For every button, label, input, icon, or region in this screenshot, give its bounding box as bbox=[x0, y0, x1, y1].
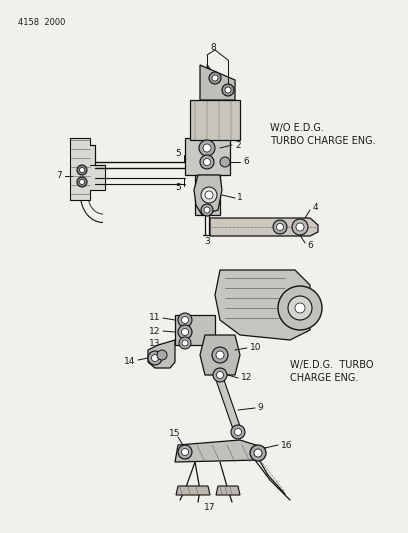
Polygon shape bbox=[176, 486, 210, 495]
Circle shape bbox=[203, 144, 211, 152]
Text: 6: 6 bbox=[307, 240, 313, 249]
Circle shape bbox=[178, 445, 192, 459]
Text: 5: 5 bbox=[175, 149, 181, 157]
Polygon shape bbox=[195, 175, 220, 215]
Text: W/O E.D.G.: W/O E.D.G. bbox=[270, 123, 324, 133]
Text: 4158  2000: 4158 2000 bbox=[18, 18, 65, 27]
Polygon shape bbox=[285, 300, 315, 318]
Circle shape bbox=[151, 354, 158, 361]
Polygon shape bbox=[215, 270, 310, 340]
Circle shape bbox=[220, 157, 230, 167]
Text: 3: 3 bbox=[204, 238, 210, 246]
Circle shape bbox=[201, 187, 217, 203]
Polygon shape bbox=[175, 440, 265, 462]
Circle shape bbox=[254, 449, 262, 457]
Text: 4: 4 bbox=[313, 204, 319, 213]
Text: 11: 11 bbox=[149, 313, 160, 322]
Circle shape bbox=[199, 140, 215, 156]
Circle shape bbox=[278, 286, 322, 330]
Polygon shape bbox=[216, 380, 242, 432]
Text: 12: 12 bbox=[241, 374, 253, 383]
Text: 8: 8 bbox=[210, 44, 216, 52]
Text: 6: 6 bbox=[243, 157, 249, 166]
Text: 2: 2 bbox=[235, 141, 241, 149]
Circle shape bbox=[209, 72, 221, 84]
Text: CHARGE ENG.: CHARGE ENG. bbox=[290, 373, 358, 383]
Text: 12: 12 bbox=[149, 327, 160, 335]
Circle shape bbox=[182, 340, 188, 346]
Circle shape bbox=[217, 372, 224, 378]
Circle shape bbox=[277, 223, 284, 230]
Polygon shape bbox=[70, 138, 105, 200]
Circle shape bbox=[250, 445, 266, 461]
Circle shape bbox=[295, 303, 305, 313]
Polygon shape bbox=[194, 175, 222, 215]
Text: 14: 14 bbox=[124, 358, 135, 367]
Circle shape bbox=[178, 313, 192, 327]
Circle shape bbox=[77, 165, 87, 175]
Text: 9: 9 bbox=[257, 403, 263, 413]
Circle shape bbox=[288, 296, 312, 320]
Text: W/E.D.G.  TURBO: W/E.D.G. TURBO bbox=[290, 360, 373, 370]
Text: 13: 13 bbox=[149, 338, 160, 348]
Polygon shape bbox=[216, 486, 240, 495]
Polygon shape bbox=[185, 138, 230, 175]
Text: 10: 10 bbox=[250, 343, 262, 352]
Polygon shape bbox=[190, 100, 240, 140]
Circle shape bbox=[201, 204, 213, 216]
Circle shape bbox=[273, 220, 287, 234]
Circle shape bbox=[222, 84, 234, 96]
Circle shape bbox=[231, 425, 245, 439]
Text: TURBO CHARGE ENG.: TURBO CHARGE ENG. bbox=[270, 136, 376, 146]
Text: 16: 16 bbox=[281, 440, 293, 449]
Text: 7: 7 bbox=[56, 172, 62, 181]
Polygon shape bbox=[200, 65, 235, 100]
Polygon shape bbox=[148, 340, 175, 368]
Text: 5: 5 bbox=[175, 183, 181, 192]
Circle shape bbox=[80, 180, 84, 184]
Circle shape bbox=[77, 177, 87, 187]
Polygon shape bbox=[175, 315, 215, 345]
Circle shape bbox=[205, 191, 213, 199]
Circle shape bbox=[157, 350, 167, 360]
Polygon shape bbox=[200, 335, 240, 375]
Circle shape bbox=[296, 223, 304, 231]
Text: 15: 15 bbox=[169, 430, 181, 439]
Circle shape bbox=[200, 155, 214, 169]
Circle shape bbox=[225, 87, 231, 93]
Circle shape bbox=[212, 347, 228, 363]
Text: 17: 17 bbox=[204, 504, 216, 513]
Circle shape bbox=[178, 325, 192, 339]
Circle shape bbox=[204, 207, 210, 213]
Circle shape bbox=[213, 368, 227, 382]
Circle shape bbox=[292, 219, 308, 235]
Circle shape bbox=[182, 328, 188, 335]
Text: 1: 1 bbox=[237, 193, 243, 203]
Circle shape bbox=[182, 448, 188, 456]
Circle shape bbox=[80, 167, 84, 173]
Circle shape bbox=[216, 351, 224, 359]
Polygon shape bbox=[210, 218, 318, 236]
Circle shape bbox=[182, 317, 188, 324]
Circle shape bbox=[179, 337, 191, 349]
Circle shape bbox=[204, 158, 211, 166]
Circle shape bbox=[235, 429, 242, 435]
Circle shape bbox=[212, 75, 218, 81]
Circle shape bbox=[148, 351, 162, 365]
